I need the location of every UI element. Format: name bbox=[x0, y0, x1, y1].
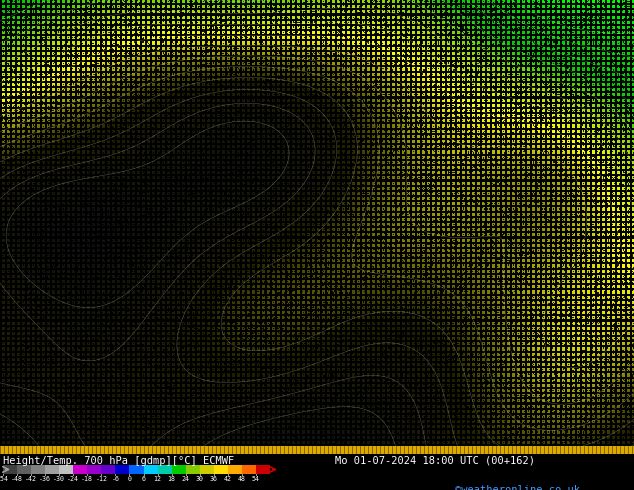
Bar bbox=[17, 465, 31, 474]
Text: 24: 24 bbox=[182, 476, 190, 482]
Bar bbox=[200, 465, 214, 474]
Text: 42: 42 bbox=[224, 476, 232, 482]
Text: 12: 12 bbox=[153, 476, 162, 482]
Bar bbox=[172, 465, 186, 474]
Text: -12: -12 bbox=[95, 476, 107, 482]
Bar bbox=[214, 465, 228, 474]
Text: 54: 54 bbox=[252, 476, 260, 482]
Bar bbox=[115, 465, 129, 474]
Text: -54: -54 bbox=[0, 476, 9, 482]
Bar bbox=[74, 465, 87, 474]
Text: ©weatheronline.co.uk: ©weatheronline.co.uk bbox=[455, 485, 580, 490]
Bar bbox=[0, 446, 634, 454]
Text: -36: -36 bbox=[39, 476, 51, 482]
Text: -18: -18 bbox=[81, 476, 93, 482]
Text: 18: 18 bbox=[167, 476, 176, 482]
Bar bbox=[31, 465, 45, 474]
Bar bbox=[59, 465, 74, 474]
Text: -42: -42 bbox=[25, 476, 37, 482]
Bar bbox=[228, 465, 242, 474]
Text: Mo 01-07-2024 18:00 UTC (00+162): Mo 01-07-2024 18:00 UTC (00+162) bbox=[335, 456, 535, 466]
Text: -24: -24 bbox=[67, 476, 79, 482]
Bar bbox=[3, 465, 17, 474]
Text: -6: -6 bbox=[112, 476, 119, 482]
Bar bbox=[256, 465, 270, 474]
Bar bbox=[101, 465, 115, 474]
Text: -48: -48 bbox=[11, 476, 23, 482]
Text: -30: -30 bbox=[53, 476, 65, 482]
Bar bbox=[45, 465, 59, 474]
Bar bbox=[242, 465, 256, 474]
Bar bbox=[158, 465, 172, 474]
Bar bbox=[129, 465, 143, 474]
Text: 6: 6 bbox=[141, 476, 146, 482]
Text: Height/Temp. 700 hPa [gdmp][°C] ECMWF: Height/Temp. 700 hPa [gdmp][°C] ECMWF bbox=[3, 456, 234, 466]
Text: 48: 48 bbox=[238, 476, 246, 482]
Bar bbox=[143, 465, 158, 474]
Bar bbox=[87, 465, 101, 474]
Text: 0: 0 bbox=[127, 476, 131, 482]
Bar bbox=[186, 465, 200, 474]
Text: 36: 36 bbox=[210, 476, 218, 482]
Text: 30: 30 bbox=[196, 476, 204, 482]
